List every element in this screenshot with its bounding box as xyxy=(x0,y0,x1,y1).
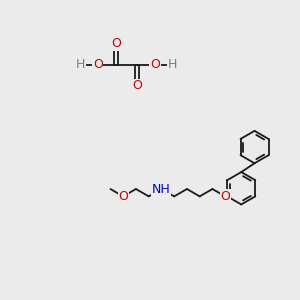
Text: O: O xyxy=(132,79,142,92)
Text: O: O xyxy=(118,190,128,203)
Text: O: O xyxy=(93,58,103,71)
Text: O: O xyxy=(111,37,121,50)
Text: H: H xyxy=(76,58,85,71)
Text: O: O xyxy=(220,190,230,203)
Text: H: H xyxy=(167,58,177,71)
Text: O: O xyxy=(150,58,160,71)
Text: NH: NH xyxy=(152,182,171,196)
